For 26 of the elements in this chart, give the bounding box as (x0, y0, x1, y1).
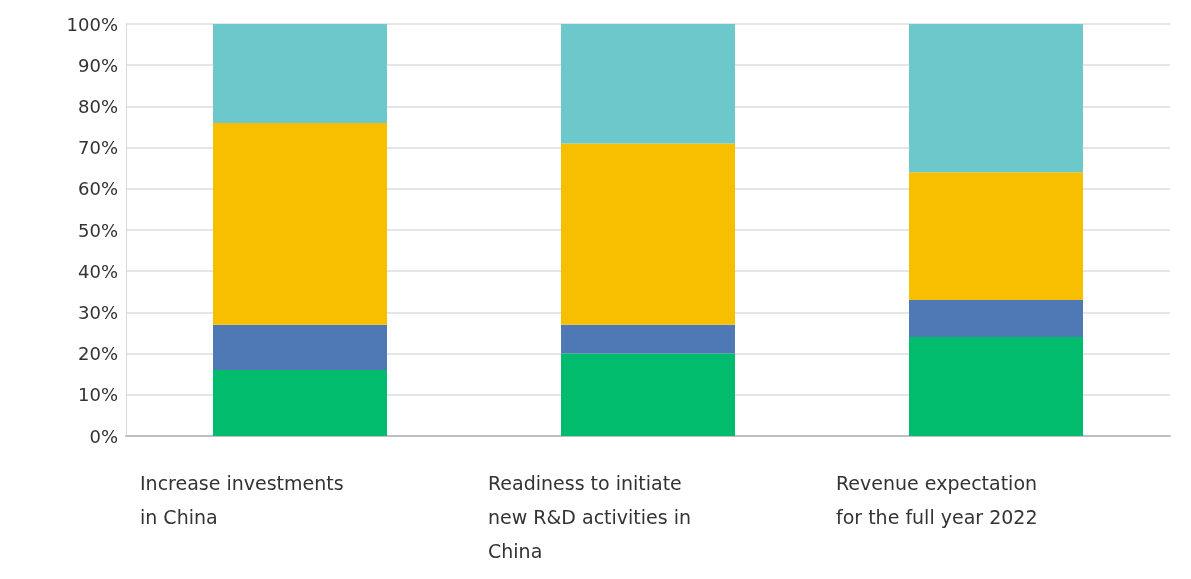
y-tick-label: 100% (66, 13, 118, 35)
bar (213, 324, 387, 371)
bar (909, 337, 1083, 436)
bar (213, 122, 387, 325)
y-tick-label: 90% (77, 54, 118, 76)
bar (561, 24, 735, 144)
x-tick-label: Revenue expectation for the full year 2022 (836, 472, 1044, 528)
y-tick-label: 0% (89, 425, 118, 447)
bar (561, 324, 735, 354)
y-tick-label: 10% (77, 384, 118, 406)
x-tick-label: Readiness to initiate new R&D activities in China (488, 472, 698, 562)
y-tick-label: 40% (77, 260, 118, 282)
y-tick-label: 70% (77, 137, 118, 159)
bar (561, 353, 735, 436)
bar (561, 143, 735, 325)
y-tick-label: 20% (77, 343, 118, 365)
y-tick-label: 80% (77, 95, 118, 117)
y-tick-label: 60% (77, 178, 118, 200)
bar (909, 300, 1083, 338)
bar (909, 24, 1083, 173)
bar (213, 370, 387, 436)
bar (213, 24, 387, 123)
bar (909, 172, 1083, 301)
y-tick-label: 50% (77, 219, 118, 241)
y-tick-label: 30% (77, 301, 118, 323)
x-tick-label: Increase investments in China (140, 472, 350, 528)
